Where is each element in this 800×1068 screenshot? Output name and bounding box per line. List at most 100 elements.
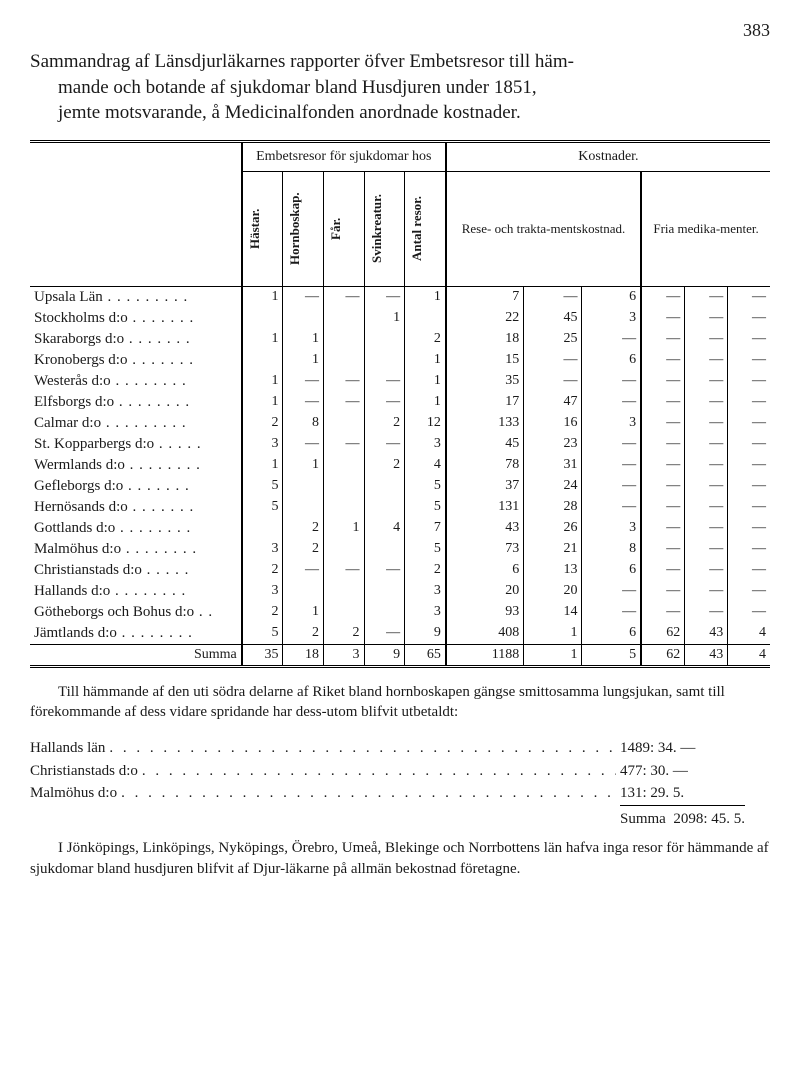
cell	[324, 329, 365, 350]
cell	[242, 350, 283, 371]
cell: 3	[582, 413, 641, 434]
list-label: Hallands län	[30, 737, 105, 760]
cell: 2	[364, 413, 405, 434]
cell: —	[582, 371, 641, 392]
title-line: Sammandrag af Länsdjurläkarnes rapporter…	[30, 51, 574, 72]
table-row: Upsala Län . . . . . . . . . 1———17—6———	[30, 286, 770, 308]
cell: —	[641, 286, 685, 308]
cell: —	[364, 286, 405, 308]
summa-cell: 35	[242, 644, 283, 666]
table-row: Götheborgs och Bohus d:o . . 2139314————	[30, 602, 770, 623]
cell: —	[728, 518, 770, 539]
cell: —	[364, 560, 405, 581]
cell: —	[685, 308, 728, 329]
cell: —	[728, 350, 770, 371]
cell: —	[324, 371, 365, 392]
cell: —	[641, 329, 685, 350]
cell: 6	[582, 286, 641, 308]
cell: 5	[242, 623, 283, 645]
cell: 6	[582, 560, 641, 581]
cell: 9	[405, 623, 446, 645]
cell: 16	[524, 413, 582, 434]
cell	[364, 539, 405, 560]
cell: 8	[582, 539, 641, 560]
summa-cell: 62	[641, 644, 685, 666]
cell: 1	[405, 286, 446, 308]
table-row: Hernösands d:o . . . . . . . 5513128————	[30, 497, 770, 518]
cell	[364, 602, 405, 623]
cell: —	[582, 455, 641, 476]
cell: 5	[405, 497, 446, 518]
cell: 5	[405, 476, 446, 497]
cell: 35	[446, 371, 524, 392]
cell: 18	[446, 329, 524, 350]
summa-cell: 9	[364, 644, 405, 666]
title-line: jemte motsvarande, å Medicinalfonden ano…	[30, 102, 521, 123]
cell: 2	[283, 518, 324, 539]
cell: 6	[446, 560, 524, 581]
cell: 62	[641, 623, 685, 645]
cell: 17	[446, 392, 524, 413]
row-label: Stockholms d:o . . . . . . .	[30, 308, 242, 329]
col-medika: Fria medika-menter.	[641, 171, 770, 286]
cell: 25	[524, 329, 582, 350]
cell: 37	[446, 476, 524, 497]
summa-cell: 1	[524, 644, 582, 666]
cell: —	[641, 434, 685, 455]
cell: —	[641, 455, 685, 476]
cell: 4	[405, 455, 446, 476]
cell: 1	[242, 371, 283, 392]
cell: 93	[446, 602, 524, 623]
cell: —	[728, 286, 770, 308]
summa-cell: 43	[685, 644, 728, 666]
list-item: Christianstads d:o477: 30. —	[30, 760, 770, 783]
summa-cell: 1188	[446, 644, 524, 666]
cell: 2	[364, 455, 405, 476]
cell: 3	[582, 518, 641, 539]
cell: 12	[405, 413, 446, 434]
cell	[283, 308, 324, 329]
row-label: Malmöhus d:o . . . . . . . .	[30, 539, 242, 560]
cell	[324, 539, 365, 560]
cell: —	[685, 581, 728, 602]
cell: —	[685, 371, 728, 392]
cell: —	[364, 371, 405, 392]
row-label: Götheborgs och Bohus d:o . .	[30, 602, 242, 623]
table-row: Stockholms d:o . . . . . . . 122453———	[30, 308, 770, 329]
cell: —	[641, 518, 685, 539]
cell: 7	[446, 286, 524, 308]
row-label: Hallands d:o . . . . . . . .	[30, 581, 242, 602]
cell: 3	[405, 581, 446, 602]
cell: —	[283, 434, 324, 455]
cell: —	[283, 560, 324, 581]
cell: 1	[405, 350, 446, 371]
cell: 2	[242, 602, 283, 623]
cell: —	[364, 623, 405, 645]
cell: 2	[283, 539, 324, 560]
cell: 2	[405, 560, 446, 581]
cell: —	[641, 392, 685, 413]
cell: —	[582, 392, 641, 413]
cell: 1	[242, 392, 283, 413]
row-label: Jämtlands d:o . . . . . . . .	[30, 623, 242, 645]
cell: 3	[405, 434, 446, 455]
row-label: Wermlands d:o . . . . . . . .	[30, 455, 242, 476]
cell: 2	[405, 329, 446, 350]
cell: —	[582, 602, 641, 623]
table-row: Jämtlands d:o . . . . . . . . 522—940816…	[30, 623, 770, 645]
cell	[364, 350, 405, 371]
cell: —	[283, 392, 324, 413]
table-row: Westerås d:o . . . . . . . . 1———135————…	[30, 371, 770, 392]
table-row: Wermlands d:o . . . . . . . . 11247831——…	[30, 455, 770, 476]
cell: —	[685, 434, 728, 455]
row-label: Calmar d:o . . . . . . . . .	[30, 413, 242, 434]
cell: 1	[242, 455, 283, 476]
list-val: 131: 29. 5.	[620, 782, 770, 805]
row-label: Christianstads d:o . . . . .	[30, 560, 242, 581]
main-table: Embetsresor för sjukdomar hos Kostnader.…	[30, 140, 770, 668]
extras-sum-label: Summa	[620, 811, 666, 827]
cell	[324, 413, 365, 434]
cell: 14	[524, 602, 582, 623]
cell: 28	[524, 497, 582, 518]
cell	[283, 581, 324, 602]
